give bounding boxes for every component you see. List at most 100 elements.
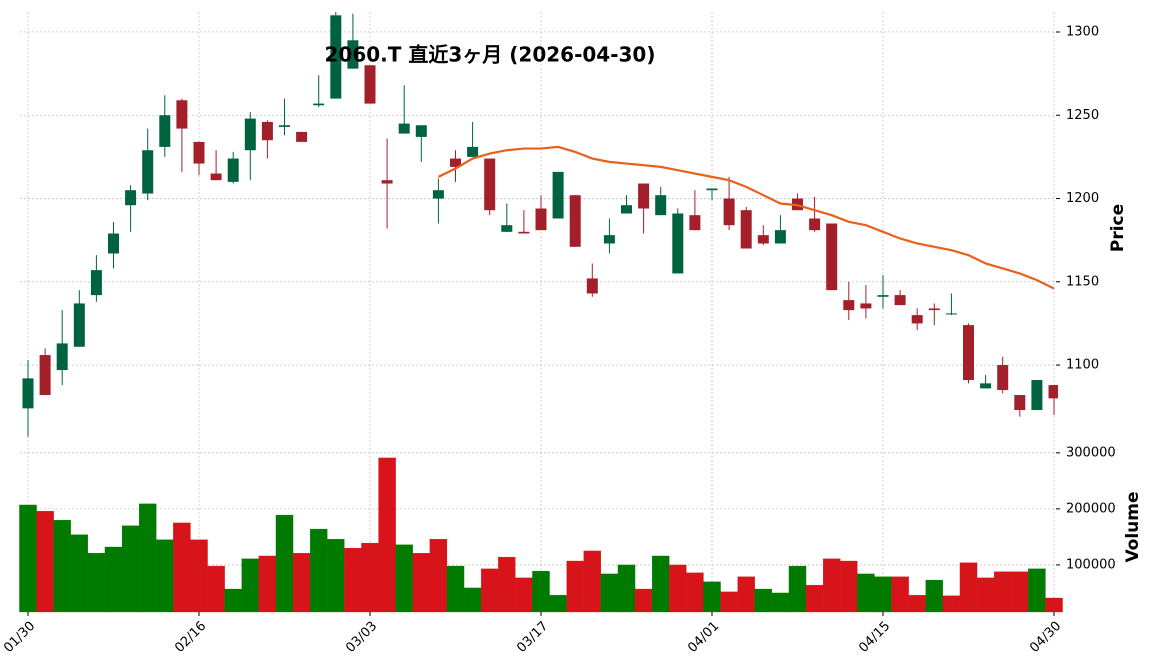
grid: [20, 12, 1056, 612]
volume-bar: [344, 547, 362, 613]
candle-body: [569, 195, 581, 247]
volume-bar: [600, 573, 619, 613]
candle-body: [467, 146, 479, 157]
volume-bar: [942, 595, 961, 613]
moving-average-line: [437, 145, 1055, 290]
candle-body: [826, 223, 838, 291]
x-tick-label: 03/17: [514, 619, 551, 656]
candle-body: [911, 315, 923, 324]
x-tick-label: 04/15: [856, 619, 893, 656]
candle-body: [1031, 380, 1043, 411]
candle-body: [774, 230, 786, 244]
volume-bar: [121, 525, 140, 613]
candle-body: [244, 118, 256, 151]
candle-body: [22, 378, 34, 409]
volume-bar: [412, 553, 431, 613]
candle-body: [90, 270, 102, 296]
candle-body: [125, 190, 137, 206]
volume-bar: [549, 595, 567, 613]
volume-bar: [754, 588, 773, 613]
candle-body: [73, 303, 85, 347]
candle-body: [586, 278, 598, 294]
volume-bar: [361, 542, 379, 613]
volume-bar: [737, 576, 755, 613]
candle-body: [894, 295, 906, 306]
candle-body: [723, 198, 735, 226]
volume-bar: [156, 539, 174, 613]
volume-bar: [173, 522, 191, 613]
volume-bar: [19, 504, 37, 613]
candle-body: [997, 365, 1009, 391]
candle-body: [877, 295, 889, 297]
candle-body: [552, 171, 564, 219]
candle-body: [39, 355, 51, 396]
volume-bar: [669, 564, 687, 613]
price-panel: [22, 12, 1058, 437]
volume-bar: [241, 558, 260, 613]
candle-body: [108, 233, 119, 254]
y-tick-label: 1150: [1066, 274, 1099, 289]
volume-bar: [36, 510, 54, 613]
volume-bar: [617, 564, 636, 613]
candle-body: [757, 235, 769, 244]
volume-axis-label: Volume: [1123, 491, 1143, 562]
volume-tick-label: 300000: [1066, 445, 1116, 460]
candle-body: [56, 343, 68, 371]
y-tick-label: 1200: [1066, 191, 1099, 206]
volume-bar: [840, 560, 858, 613]
volume-bar: [190, 539, 208, 613]
candle-body: [655, 195, 667, 216]
volume-bar: [874, 576, 892, 613]
volume-bar: [583, 550, 602, 613]
candle-body: [501, 225, 513, 232]
candle-body: [415, 125, 427, 137]
x-tick-label: 03/03: [343, 619, 380, 656]
volume-bar: [634, 588, 653, 613]
candle-body: [672, 213, 684, 274]
volume-bar: [1045, 597, 1063, 613]
volume-bar: [463, 587, 482, 613]
volume-bar: [515, 577, 533, 613]
candle-body: [364, 65, 376, 104]
volume-bar: [771, 592, 790, 613]
candle-body: [843, 300, 855, 311]
volume-bar: [908, 595, 926, 613]
volume-bar: [566, 560, 584, 613]
x-tick-label: 02/16: [172, 619, 209, 656]
volume-bar: [224, 588, 242, 613]
volume-bar: [70, 534, 89, 613]
candle-body: [980, 383, 992, 389]
volume-bar: [104, 546, 123, 613]
candle-body: [484, 158, 496, 211]
volume-bar: [498, 556, 516, 613]
candle-body: [193, 141, 205, 164]
y-tick-label: 1100: [1066, 358, 1099, 373]
volume-tick-label: 200000: [1066, 501, 1116, 516]
candle-body: [432, 190, 444, 199]
candle-body: [296, 131, 308, 142]
x-tick-label: 01/30: [1, 619, 38, 656]
candle-body: [638, 183, 650, 209]
chart-title: 2060.T 直近3ヶ月 (2026-04-30): [325, 43, 656, 67]
candle-body: [928, 308, 940, 311]
volume-bar: [823, 558, 841, 613]
candle-body: [809, 218, 821, 231]
volume-bar: [327, 538, 345, 613]
volume-bar: [703, 581, 721, 613]
candle-body: [347, 40, 359, 69]
volume-bar: [309, 528, 328, 613]
candle-body: [313, 103, 325, 106]
volume-bar: [1028, 568, 1046, 613]
candle-body: [621, 205, 632, 214]
volume-bar: [258, 555, 277, 613]
candle-body: [1048, 385, 1058, 399]
volume-bar: [87, 553, 106, 613]
candle-body: [142, 150, 154, 194]
volume-panel: [19, 457, 1063, 613]
volume-bar: [395, 544, 413, 613]
candle-body: [945, 313, 957, 315]
candle-body: [159, 115, 171, 147]
volume-bar: [976, 577, 995, 613]
volume-tick-label: 100000: [1066, 557, 1116, 572]
